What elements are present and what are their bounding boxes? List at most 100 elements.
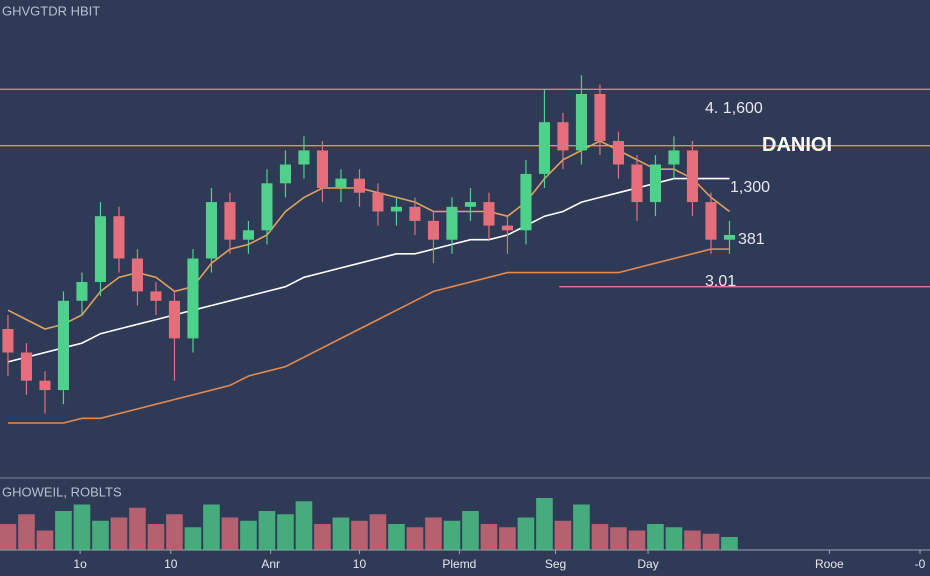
volume-bar	[258, 511, 276, 550]
candle-body	[20, 352, 33, 381]
candle-body	[686, 150, 699, 203]
candle-body	[298, 150, 310, 165]
volume-bar	[92, 520, 109, 550]
candle-body	[261, 183, 273, 231]
volume-bar	[295, 501, 313, 550]
volume-bar	[129, 507, 146, 550]
candle-body	[668, 150, 680, 165]
annotation: 4. 1,600	[705, 100, 763, 117]
candle-body	[372, 192, 384, 212]
volume-bar	[480, 524, 498, 550]
candle-body	[353, 178, 366, 193]
volume-bar	[203, 504, 220, 550]
volume-bar	[147, 524, 165, 550]
volume-bar	[388, 524, 405, 550]
candle-body	[612, 141, 625, 165]
chart-title: GHVGTDR HBIT	[2, 3, 100, 18]
volume-bar	[665, 527, 683, 550]
candle-body	[723, 235, 736, 240]
candle-body	[649, 164, 662, 203]
candle-body	[575, 94, 588, 151]
candle-body	[39, 380, 51, 391]
volume-bar	[702, 533, 720, 550]
candle-body	[205, 202, 218, 259]
volume-bar	[110, 517, 128, 550]
x-tick-label: Anr	[261, 557, 280, 571]
candle-body	[483, 202, 495, 226]
candle-body	[705, 202, 717, 240]
candle-body	[224, 202, 236, 240]
candle-body	[335, 178, 347, 188]
volume-bar	[610, 527, 627, 550]
volume-bar	[647, 524, 664, 550]
candle-body	[538, 122, 551, 174]
volume-bar	[425, 517, 442, 550]
volume-bar	[684, 530, 701, 550]
candle-body	[242, 230, 255, 240]
candle-body	[520, 173, 532, 231]
volume-bar	[73, 504, 91, 550]
volume-bar	[36, 530, 54, 550]
volume-bar	[462, 511, 479, 550]
candle-body	[279, 164, 292, 184]
candle-body	[131, 258, 144, 292]
annotation: 1,300	[730, 179, 770, 196]
moving-average	[7, 140, 730, 330]
candle-body	[557, 122, 569, 151]
candle-body	[631, 164, 643, 203]
candle-body	[168, 300, 181, 339]
candle-body	[150, 291, 162, 301]
volume-bar	[351, 520, 368, 550]
volume-bar	[628, 530, 646, 550]
x-tick-label: 10	[353, 557, 367, 571]
x-tick-label: -0	[915, 557, 926, 571]
candle-body	[501, 225, 514, 231]
volume-bar	[369, 514, 387, 550]
x-tick-label: 1o	[73, 557, 87, 571]
volume-bar	[55, 511, 72, 550]
candle-body	[187, 258, 199, 339]
annotation: DANIOI	[762, 134, 832, 156]
volume-bar	[221, 517, 239, 550]
annotation: 381	[738, 231, 765, 248]
volume-bar	[18, 514, 35, 550]
volume-bar	[573, 504, 590, 550]
volume-bar	[240, 520, 257, 550]
volume-label: GHOWEIL, ROBLTS	[2, 484, 122, 499]
candle-body	[427, 220, 440, 240]
volume-bar	[443, 520, 461, 550]
candle-body	[594, 94, 606, 141]
volume-bar	[721, 537, 738, 550]
volume-bar	[277, 514, 294, 550]
volume-bar	[184, 527, 202, 550]
candle-body	[76, 282, 88, 301]
volume-bar	[166, 514, 183, 550]
volume-bar	[591, 524, 609, 550]
x-tick-label: Day	[637, 557, 658, 571]
candle-body	[464, 202, 477, 207]
volume-bar	[406, 527, 424, 550]
candle-body	[316, 150, 329, 188]
annotation: 3.01	[705, 273, 736, 290]
x-tick-label: Rooe	[815, 557, 844, 571]
candle-body	[2, 329, 14, 353]
moving-average	[7, 177, 730, 363]
volume-bar	[0, 524, 17, 550]
x-tick-label: Seg	[545, 557, 566, 571]
candle-body	[57, 300, 70, 391]
x-tick-label: 10	[164, 557, 178, 571]
x-tick-label: Plemd	[442, 557, 476, 571]
volume-bar	[499, 527, 516, 550]
volume-bar	[517, 517, 535, 550]
volume-bar	[314, 524, 331, 550]
candle-body	[446, 206, 458, 240]
candle-body	[113, 216, 125, 259]
candle-body	[409, 206, 421, 221]
volume-bar	[332, 517, 350, 550]
volume-bar	[536, 498, 553, 550]
volume-bar	[554, 520, 572, 550]
moving-average	[8, 248, 730, 424]
